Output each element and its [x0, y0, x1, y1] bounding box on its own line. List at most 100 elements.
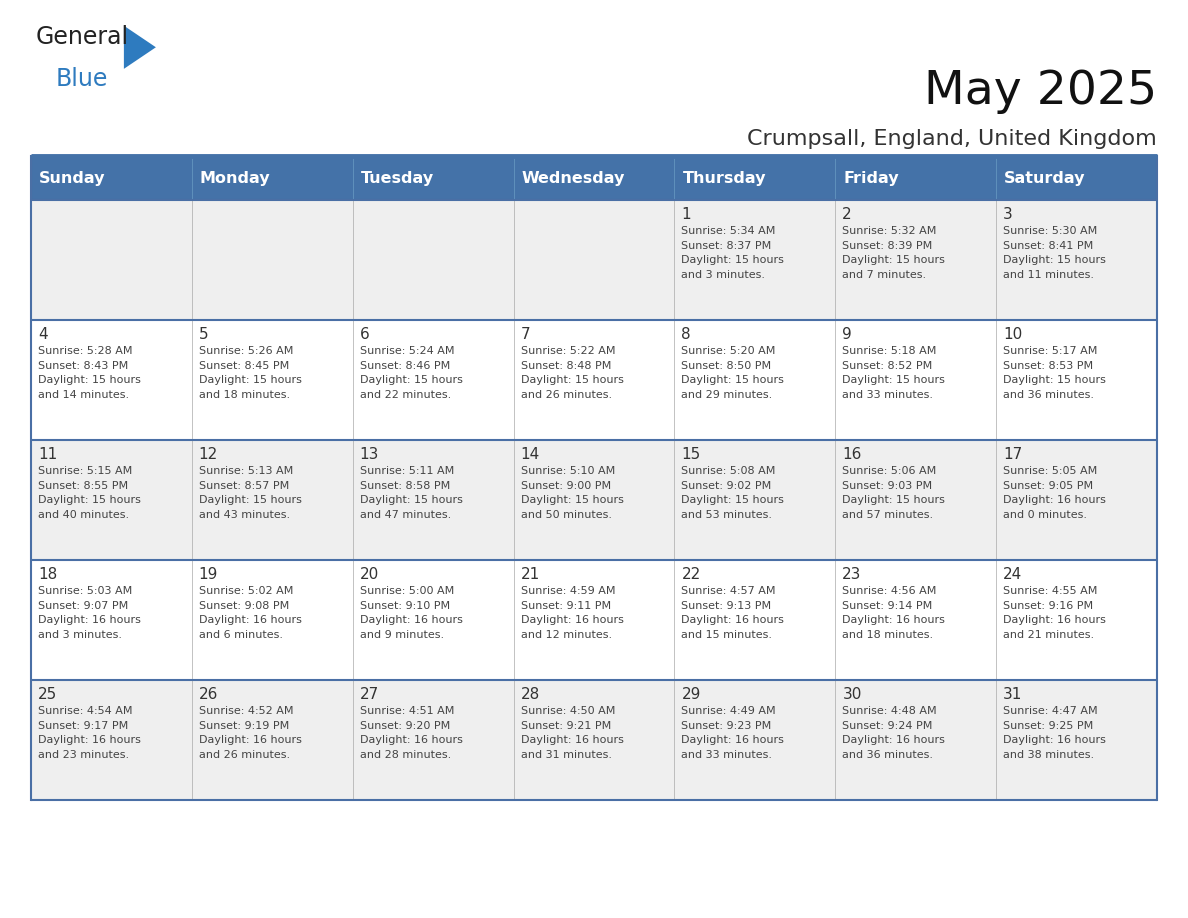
Text: Sunset: 8:50 PM: Sunset: 8:50 PM — [682, 361, 771, 371]
Text: 9: 9 — [842, 327, 852, 342]
Text: 3: 3 — [1003, 207, 1013, 222]
Text: Daylight: 16 hours: Daylight: 16 hours — [842, 615, 946, 625]
Text: and 47 minutes.: and 47 minutes. — [360, 509, 451, 520]
Text: 23: 23 — [842, 567, 861, 582]
Text: and 15 minutes.: and 15 minutes. — [682, 630, 772, 640]
Text: Daylight: 16 hours: Daylight: 16 hours — [198, 735, 302, 745]
Text: Tuesday: Tuesday — [361, 171, 434, 185]
Text: 10: 10 — [1003, 327, 1023, 342]
Text: Sunrise: 4:49 AM: Sunrise: 4:49 AM — [682, 707, 776, 716]
Text: Sunrise: 5:34 AM: Sunrise: 5:34 AM — [682, 226, 776, 236]
Text: Sunset: 8:41 PM: Sunset: 8:41 PM — [1003, 241, 1093, 251]
Text: Sunset: 9:19 PM: Sunset: 9:19 PM — [198, 721, 289, 731]
Text: 12: 12 — [198, 447, 219, 463]
Text: Sunset: 8:37 PM: Sunset: 8:37 PM — [682, 241, 772, 251]
Text: May 2025: May 2025 — [924, 69, 1157, 114]
Text: Sunset: 8:43 PM: Sunset: 8:43 PM — [38, 361, 128, 371]
Text: Sunset: 9:17 PM: Sunset: 9:17 PM — [38, 721, 128, 731]
Text: and 36 minutes.: and 36 minutes. — [842, 750, 934, 760]
Text: Sunset: 9:16 PM: Sunset: 9:16 PM — [1003, 601, 1093, 610]
Text: and 21 minutes.: and 21 minutes. — [1003, 630, 1094, 640]
Text: 16: 16 — [842, 447, 861, 463]
Text: and 11 minutes.: and 11 minutes. — [1003, 270, 1094, 280]
Text: and 26 minutes.: and 26 minutes. — [520, 390, 612, 399]
Text: 1: 1 — [682, 207, 691, 222]
Text: 29: 29 — [682, 688, 701, 702]
Text: Sunset: 9:20 PM: Sunset: 9:20 PM — [360, 721, 450, 731]
Text: Sunrise: 5:13 AM: Sunrise: 5:13 AM — [198, 466, 293, 476]
Text: Daylight: 15 hours: Daylight: 15 hours — [1003, 375, 1106, 386]
Text: Monday: Monday — [200, 171, 271, 185]
Text: and 0 minutes.: and 0 minutes. — [1003, 509, 1087, 520]
Text: 26: 26 — [198, 688, 219, 702]
Text: Sunrise: 5:32 AM: Sunrise: 5:32 AM — [842, 226, 936, 236]
Text: 14: 14 — [520, 447, 539, 463]
Text: Sunrise: 4:51 AM: Sunrise: 4:51 AM — [360, 707, 454, 716]
Text: Daylight: 15 hours: Daylight: 15 hours — [198, 375, 302, 386]
Text: Sunset: 8:55 PM: Sunset: 8:55 PM — [38, 481, 128, 491]
Text: 18: 18 — [38, 567, 57, 582]
Text: Daylight: 16 hours: Daylight: 16 hours — [38, 735, 140, 745]
Text: 11: 11 — [38, 447, 57, 463]
Text: and 23 minutes.: and 23 minutes. — [38, 750, 129, 760]
Text: Sunrise: 5:02 AM: Sunrise: 5:02 AM — [198, 587, 293, 597]
Text: and 14 minutes.: and 14 minutes. — [38, 390, 129, 399]
Text: Sunset: 9:24 PM: Sunset: 9:24 PM — [842, 721, 933, 731]
Text: Sunrise: 5:15 AM: Sunrise: 5:15 AM — [38, 466, 132, 476]
Text: 7: 7 — [520, 327, 530, 342]
Text: and 33 minutes.: and 33 minutes. — [682, 750, 772, 760]
Text: Sunrise: 5:06 AM: Sunrise: 5:06 AM — [842, 466, 936, 476]
Text: Sunrise: 5:10 AM: Sunrise: 5:10 AM — [520, 466, 615, 476]
Text: Sunrise: 4:56 AM: Sunrise: 4:56 AM — [842, 587, 936, 597]
Text: Sunrise: 5:08 AM: Sunrise: 5:08 AM — [682, 466, 776, 476]
Text: and 28 minutes.: and 28 minutes. — [360, 750, 451, 760]
Text: Sunrise: 4:54 AM: Sunrise: 4:54 AM — [38, 707, 132, 716]
Text: Sunrise: 4:50 AM: Sunrise: 4:50 AM — [520, 707, 615, 716]
Text: Daylight: 16 hours: Daylight: 16 hours — [198, 615, 302, 625]
Text: and 29 minutes.: and 29 minutes. — [682, 390, 772, 399]
Text: Daylight: 15 hours: Daylight: 15 hours — [520, 496, 624, 505]
Bar — [31, 680, 1157, 800]
Text: Sunday: Sunday — [39, 171, 106, 185]
Text: Daylight: 15 hours: Daylight: 15 hours — [1003, 255, 1106, 265]
Text: 25: 25 — [38, 688, 57, 702]
Text: Sunrise: 4:59 AM: Sunrise: 4:59 AM — [520, 587, 615, 597]
Text: Sunset: 9:13 PM: Sunset: 9:13 PM — [682, 601, 771, 610]
Text: 19: 19 — [198, 567, 219, 582]
Text: Daylight: 15 hours: Daylight: 15 hours — [38, 496, 140, 505]
Bar — [31, 156, 1157, 200]
Text: and 12 minutes.: and 12 minutes. — [520, 630, 612, 640]
Text: Sunrise: 5:28 AM: Sunrise: 5:28 AM — [38, 346, 132, 356]
Text: Daylight: 16 hours: Daylight: 16 hours — [1003, 615, 1106, 625]
Text: 24: 24 — [1003, 567, 1023, 582]
Text: 27: 27 — [360, 688, 379, 702]
Text: 5: 5 — [198, 327, 208, 342]
Text: Daylight: 16 hours: Daylight: 16 hours — [682, 735, 784, 745]
Text: and 6 minutes.: and 6 minutes. — [198, 630, 283, 640]
Text: Friday: Friday — [843, 171, 899, 185]
Text: Sunset: 8:57 PM: Sunset: 8:57 PM — [198, 481, 289, 491]
Bar — [31, 320, 1157, 441]
Text: and 18 minutes.: and 18 minutes. — [198, 390, 290, 399]
Text: and 40 minutes.: and 40 minutes. — [38, 509, 129, 520]
Text: Sunset: 9:10 PM: Sunset: 9:10 PM — [360, 601, 450, 610]
Text: Sunrise: 5:26 AM: Sunrise: 5:26 AM — [198, 346, 293, 356]
Text: Sunset: 8:53 PM: Sunset: 8:53 PM — [1003, 361, 1093, 371]
Text: Daylight: 16 hours: Daylight: 16 hours — [520, 615, 624, 625]
Text: Sunrise: 5:17 AM: Sunrise: 5:17 AM — [1003, 346, 1098, 356]
Text: General: General — [36, 25, 129, 49]
Text: 15: 15 — [682, 447, 701, 463]
Text: and 50 minutes.: and 50 minutes. — [520, 509, 612, 520]
Text: Daylight: 15 hours: Daylight: 15 hours — [842, 496, 946, 505]
Text: Sunset: 9:08 PM: Sunset: 9:08 PM — [198, 601, 289, 610]
Text: Daylight: 15 hours: Daylight: 15 hours — [360, 496, 462, 505]
Text: Sunset: 8:45 PM: Sunset: 8:45 PM — [198, 361, 289, 371]
Text: and 18 minutes.: and 18 minutes. — [842, 630, 934, 640]
Text: and 43 minutes.: and 43 minutes. — [198, 509, 290, 520]
Text: and 7 minutes.: and 7 minutes. — [842, 270, 927, 280]
Text: 31: 31 — [1003, 688, 1023, 702]
Text: Sunset: 8:58 PM: Sunset: 8:58 PM — [360, 481, 450, 491]
Text: Sunrise: 5:24 AM: Sunrise: 5:24 AM — [360, 346, 454, 356]
Text: Sunrise: 5:11 AM: Sunrise: 5:11 AM — [360, 466, 454, 476]
Bar — [31, 200, 1157, 320]
